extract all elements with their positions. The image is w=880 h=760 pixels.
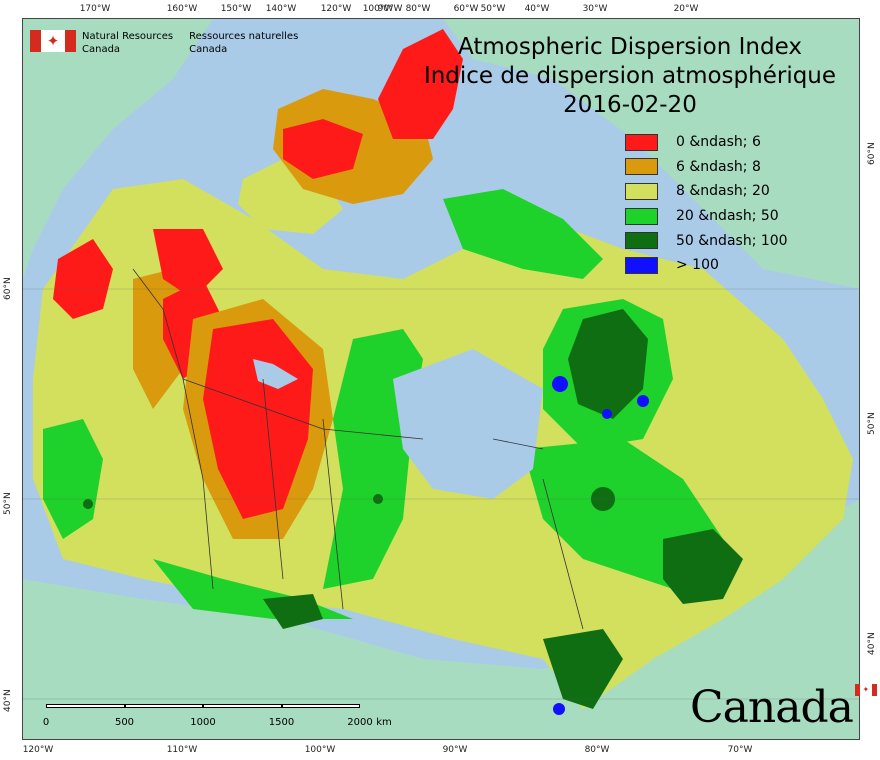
high-index-spot-4 xyxy=(553,703,565,715)
agency-signature: ✦ Natural Resources Canada Ressources na… xyxy=(30,30,314,56)
wordmark-flag-icon: ✦ xyxy=(854,684,877,696)
hudson-bay xyxy=(393,349,543,499)
darkgreen-spot-bc xyxy=(83,499,93,509)
high-index-spot-1 xyxy=(552,376,568,392)
legend-label: 20 &ndash; 50 xyxy=(676,208,779,225)
alaska-landmass xyxy=(23,19,213,279)
legend-label: 50 &ndash; 100 xyxy=(676,232,788,249)
baffin-island-green xyxy=(443,189,603,279)
scale-segment xyxy=(124,704,203,708)
legend-item: > 100 xyxy=(625,253,788,278)
canada-wordmark: Canada ✦ xyxy=(690,682,877,733)
legend-swatch xyxy=(625,207,658,225)
graticule-label: 140°W xyxy=(265,4,297,14)
title-english: Atmospheric Dispersion Index xyxy=(458,34,802,60)
scale-bar: 0 500 1000 1500 2000 km xyxy=(43,704,392,728)
legend-item: 0 &ndash; 6 xyxy=(625,130,788,155)
graticule-label: 100°W xyxy=(304,745,336,755)
legend-item: 6 &ndash; 8 xyxy=(625,155,788,180)
graticule-label: 90°W xyxy=(442,745,468,755)
legend-label: 0 &ndash; 6 xyxy=(676,134,761,151)
agency-name-english: Natural Resources Canada xyxy=(82,31,174,55)
scale-tick-label: 0 xyxy=(42,717,50,728)
graticule-label: 80°W xyxy=(584,745,610,755)
graticule-label: 110°W xyxy=(166,745,198,755)
graticule-label: 120°W xyxy=(320,4,352,14)
legend-label: > 100 xyxy=(676,257,719,274)
agency-name-french: Ressources naturelles Canada xyxy=(189,31,299,55)
scale-unit-label: km xyxy=(376,717,392,728)
graticule-label: 120°W xyxy=(22,745,54,755)
provincial-boundaries xyxy=(132,268,584,630)
quebec-labrador-darkgreen xyxy=(568,309,648,419)
legend-item: 8 &ndash; 20 xyxy=(625,179,788,204)
northern-yukon-red xyxy=(153,229,223,299)
graticule-label: 80°W xyxy=(405,4,431,14)
scale-segment xyxy=(203,704,282,708)
great-slave-lake xyxy=(253,359,298,389)
map-canvas xyxy=(22,18,860,740)
ellesmere-island xyxy=(378,29,463,139)
graticule-label: 100°W xyxy=(362,4,394,14)
dispersion-map xyxy=(23,19,859,739)
prairie-darkgreen-patch xyxy=(263,594,323,629)
graticule-label: 50°N xyxy=(867,412,877,435)
alaska-north-red xyxy=(53,239,113,319)
graticule-label: 60°N xyxy=(867,142,877,165)
high-index-spot-3 xyxy=(637,395,649,407)
graticule-label: 40°N xyxy=(867,632,877,655)
graticule-label: 90°W xyxy=(377,4,403,14)
graticule-label: 150°W xyxy=(220,4,252,14)
legend-label: 6 &ndash; 8 xyxy=(676,158,761,175)
scale-tick-label: 500 xyxy=(114,717,135,728)
queen-elizabeth-islands xyxy=(283,119,363,179)
southern-quebec-darkgreen xyxy=(663,529,743,604)
legend-swatch xyxy=(625,232,658,250)
legend-swatch xyxy=(625,182,658,200)
graticule-label: 30°W xyxy=(582,4,608,14)
title-french: Indice de dispersion atmosphérique xyxy=(423,63,837,89)
graticule-label: 20°W xyxy=(673,4,699,14)
scale-segment xyxy=(46,704,125,708)
legend-swatch xyxy=(625,256,658,274)
graticule-label: 60°W xyxy=(453,4,479,14)
graticule-label: 40°N xyxy=(3,689,13,712)
legend-swatch xyxy=(625,133,658,151)
wordmark-text: Canada xyxy=(690,682,854,733)
graticule-label: 70°W xyxy=(727,745,753,755)
graticule-label: 40°W xyxy=(524,4,550,14)
scale-tick-label: 1000 xyxy=(190,717,216,728)
high-index-spot-2 xyxy=(602,409,612,419)
map-legend: 0 &ndash; 6 6 &ndash; 8 8 &ndash; 20 20 &nd… xyxy=(625,130,788,278)
scale-segment xyxy=(281,704,360,708)
scale-tick-label: 2000 xyxy=(347,717,373,728)
nwt-alberta-red xyxy=(203,319,313,519)
map-title: Atmospheric Dispersion Index Indice de d… xyxy=(395,33,865,120)
legend-item: 20 &ndash; 50 xyxy=(625,204,788,229)
maple-leaf-flag-icon: ✦ xyxy=(30,30,76,52)
scale-tick-label: 1500 xyxy=(268,717,295,728)
southern-ontario-darkgreen xyxy=(543,629,623,709)
usa-landmass xyxy=(23,500,859,739)
graticule-label: 60°N xyxy=(3,277,13,300)
graticule-label: 50°N xyxy=(3,492,13,515)
greenland-landmass xyxy=(443,19,859,289)
legend-label: 8 &ndash; 20 xyxy=(676,183,770,200)
legend-swatch xyxy=(625,158,658,176)
graticule-label: 170°W xyxy=(79,4,111,14)
graticule-label: 160°W xyxy=(166,4,198,14)
graticule-label: 50°W xyxy=(480,4,506,14)
legend-item: 50 &ndash; 100 xyxy=(625,228,788,253)
title-date: 2016-02-20 xyxy=(563,92,697,118)
graticule-lines xyxy=(23,288,859,700)
